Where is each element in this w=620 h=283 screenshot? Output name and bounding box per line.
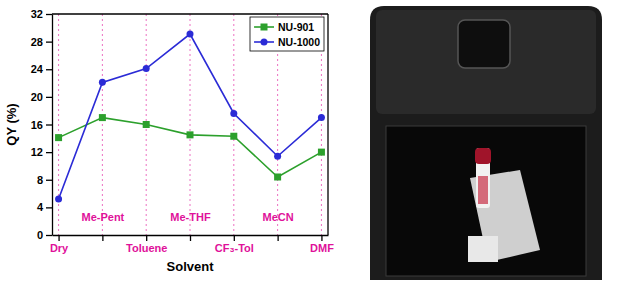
y-tick-label: 24 xyxy=(31,63,44,75)
x-tick-mark xyxy=(102,235,103,241)
legend-marker xyxy=(261,24,268,31)
y-tick-mark xyxy=(46,152,52,153)
x-tick-label: Me-THF xyxy=(170,211,211,223)
x-tick-label: Dry xyxy=(50,242,69,254)
data-point xyxy=(55,134,62,141)
x-tick-mark xyxy=(234,235,235,241)
instrument-body xyxy=(370,6,602,280)
y-tick-mark xyxy=(46,124,52,125)
grid-line xyxy=(190,14,191,235)
data-point xyxy=(99,79,106,86)
x-tick-label: MeCN xyxy=(263,211,294,223)
x-tick-label: Me-Pent xyxy=(81,211,124,223)
x-tick-mark xyxy=(146,235,147,241)
y-tick: 0 xyxy=(37,229,52,241)
data-point xyxy=(143,65,150,72)
y-tick-label: 4 xyxy=(37,201,44,213)
y-tick-label: 28 xyxy=(31,36,43,48)
grid xyxy=(59,14,322,235)
instrument-top xyxy=(376,10,596,114)
y-tick-mark xyxy=(46,207,52,208)
cuvette-cap xyxy=(475,148,491,164)
x-tick: DMF xyxy=(310,235,334,254)
y-tick-label: 8 xyxy=(37,174,43,186)
y-axis: 0 4 8 12 16 20 24 28 32 xyxy=(31,8,53,241)
y-tick-mark xyxy=(46,180,52,181)
data-point xyxy=(187,31,194,38)
y-tick-mark xyxy=(46,69,52,70)
y-tick: 4 xyxy=(37,201,52,213)
x-tick-mark xyxy=(58,235,59,241)
data-point xyxy=(230,110,237,117)
figure: 0 4 8 12 16 20 24 28 32 Dry Me-Pent Toluene Me-THF CF… xyxy=(0,0,620,283)
data-point xyxy=(99,114,106,121)
data-point xyxy=(274,153,281,160)
legend-box xyxy=(250,17,324,51)
series-line xyxy=(59,118,322,177)
y-tick: 20 xyxy=(31,91,52,103)
data-point xyxy=(274,173,281,180)
data-point xyxy=(187,131,194,138)
instrument-window xyxy=(458,20,510,68)
sample-holder-base xyxy=(468,236,498,262)
series-line xyxy=(59,34,322,199)
x-tick: Me-THF xyxy=(170,211,211,241)
y-tick: 28 xyxy=(31,36,52,48)
y-tick-mark xyxy=(46,14,52,15)
x-tick: Dry xyxy=(50,235,69,254)
legend-label: NU-1000 xyxy=(278,36,320,48)
plot-area xyxy=(55,31,325,203)
y-tick-label: 32 xyxy=(31,8,43,20)
data-point xyxy=(318,114,325,121)
y-tick: 8 xyxy=(37,174,52,186)
y-tick-label: 20 xyxy=(31,91,43,103)
y-tick-label: 12 xyxy=(31,146,43,158)
y-tick-mark xyxy=(46,97,52,98)
y-tick-mark xyxy=(46,41,52,42)
y-axis-line xyxy=(52,15,53,236)
y-tick: 12 xyxy=(31,146,52,158)
x-tick-label: Toluene xyxy=(126,242,167,254)
legend-label: NU-901 xyxy=(278,21,314,33)
cuvette-liquid xyxy=(478,176,488,204)
y-tick-label: 16 xyxy=(31,119,43,131)
x-tick: CF₃-Tol xyxy=(215,235,254,254)
x-tick-mark xyxy=(277,235,278,241)
x-tick-label: DMF xyxy=(310,242,334,254)
instrument-illustration xyxy=(370,6,602,280)
instrument-chamber xyxy=(386,126,586,276)
x-tick-mark xyxy=(190,235,191,241)
grid-line xyxy=(233,14,234,235)
data-point xyxy=(55,196,62,203)
x-tick: MeCN xyxy=(263,211,294,241)
data-point xyxy=(230,133,237,140)
x-tick: Me-Pent xyxy=(81,211,124,241)
frame-top xyxy=(52,13,328,14)
data-point xyxy=(318,149,325,156)
data-point xyxy=(143,121,150,128)
y-tick: 24 xyxy=(31,63,52,75)
x-tick-mark xyxy=(321,235,322,241)
legend-marker xyxy=(261,39,268,46)
x-axis-title: Solvent xyxy=(167,259,215,274)
y-tick-label: 0 xyxy=(37,229,43,241)
x-tick: Toluene xyxy=(126,235,167,254)
y-axis-title: QY (%) xyxy=(4,103,19,145)
y-tick-mark xyxy=(46,235,52,236)
legend: NU-901 NU-1000 xyxy=(250,17,324,51)
grid-line xyxy=(102,14,103,235)
frame-right xyxy=(327,14,328,235)
x-tick-label: CF₃-Tol xyxy=(215,242,254,254)
cuvette xyxy=(476,148,490,208)
x-axis: Dry Me-Pent Toluene Me-THF CF₃-Tol MeCN DMF xyxy=(50,211,334,254)
y-tick: 32 xyxy=(31,8,52,20)
y-tick: 16 xyxy=(31,119,52,131)
